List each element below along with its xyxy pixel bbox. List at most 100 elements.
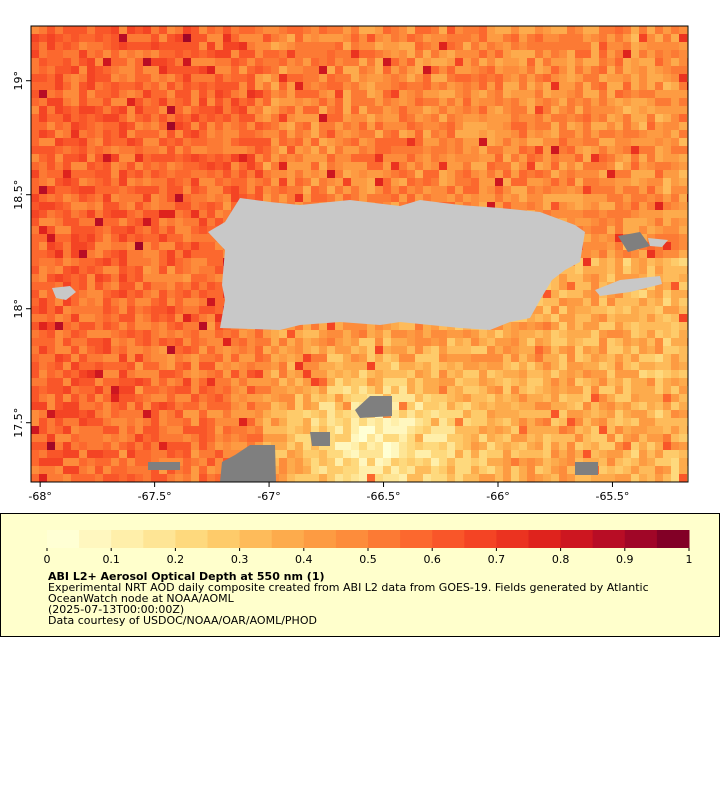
raster-cell xyxy=(183,466,191,474)
raster-cell xyxy=(471,442,479,450)
raster-cell xyxy=(575,378,583,386)
raster-cell xyxy=(663,234,671,242)
raster-cell xyxy=(415,402,423,410)
raster-cell xyxy=(335,82,343,90)
raster-cell xyxy=(463,74,471,82)
raster-cell xyxy=(407,330,415,338)
raster-cell xyxy=(303,410,311,418)
raster-cell xyxy=(383,474,391,482)
raster-cell xyxy=(303,346,311,354)
raster-cell xyxy=(39,138,47,146)
raster-cell xyxy=(551,66,559,74)
raster-cell xyxy=(607,226,615,234)
raster-cell xyxy=(375,170,383,178)
raster-cell xyxy=(375,106,383,114)
raster-cell xyxy=(303,442,311,450)
raster-cell xyxy=(135,50,143,58)
raster-cell xyxy=(191,50,199,58)
raster-cell xyxy=(151,202,159,210)
raster-cell xyxy=(647,418,655,426)
raster-cell xyxy=(247,98,255,106)
raster-cell xyxy=(199,226,207,234)
legend-line: OceanWatch node at NOAA/AOML xyxy=(48,592,235,605)
raster-cell xyxy=(303,34,311,42)
raster-cell xyxy=(535,474,543,482)
raster-cell xyxy=(367,122,375,130)
raster-cell xyxy=(391,466,399,474)
raster-cell xyxy=(183,66,191,74)
raster-cell xyxy=(487,466,495,474)
raster-cell xyxy=(215,194,223,202)
y-tick-label: 18° xyxy=(12,299,25,319)
raster-cell xyxy=(679,42,687,50)
raster-cell xyxy=(223,450,231,458)
raster-cell xyxy=(367,58,375,66)
raster-cell xyxy=(391,130,399,138)
raster-cell xyxy=(647,178,655,186)
raster-cell xyxy=(143,434,151,442)
raster-cell xyxy=(399,154,407,162)
raster-cell xyxy=(607,434,615,442)
raster-cell xyxy=(167,66,175,74)
raster-cell xyxy=(303,194,311,202)
raster-cell xyxy=(271,146,279,154)
raster-cell xyxy=(407,82,415,90)
raster-cell xyxy=(55,154,63,162)
raster-cell xyxy=(263,418,271,426)
raster-cell xyxy=(39,442,47,450)
raster-cell xyxy=(63,474,71,482)
raster-cell xyxy=(55,410,63,418)
raster-cell xyxy=(431,442,439,450)
raster-cell xyxy=(71,138,79,146)
raster-cell xyxy=(215,58,223,66)
raster-cell xyxy=(311,146,319,154)
raster-cell xyxy=(319,466,327,474)
raster-cell xyxy=(607,442,615,450)
raster-cell xyxy=(199,242,207,250)
raster-cell xyxy=(151,322,159,330)
raster-cell xyxy=(495,154,503,162)
raster-cell xyxy=(303,370,311,378)
raster-cell xyxy=(663,474,671,482)
raster-cell xyxy=(191,210,199,218)
raster-cell xyxy=(415,338,423,346)
raster-cell xyxy=(327,162,335,170)
raster-cell xyxy=(535,146,543,154)
raster-cell xyxy=(647,138,655,146)
raster-cell xyxy=(135,218,143,226)
raster-cell xyxy=(503,322,511,330)
raster-cell xyxy=(663,418,671,426)
raster-cell xyxy=(135,362,143,370)
raster-cell xyxy=(399,82,407,90)
raster-cell xyxy=(71,282,79,290)
raster-cell xyxy=(239,426,247,434)
raster-cell xyxy=(95,154,103,162)
raster-cell xyxy=(311,194,319,202)
raster-cell xyxy=(191,314,199,322)
raster-cell xyxy=(615,74,623,82)
raster-cell xyxy=(87,162,95,170)
raster-cell xyxy=(591,162,599,170)
raster-cell xyxy=(263,362,271,370)
raster-cell xyxy=(535,42,543,50)
colorbar-swatch xyxy=(592,530,626,548)
raster-cell xyxy=(191,170,199,178)
raster-cell xyxy=(207,434,215,442)
raster-cell xyxy=(343,146,351,154)
raster-cell xyxy=(535,82,543,90)
raster-cell xyxy=(143,250,151,258)
raster-cell xyxy=(447,42,455,50)
raster-cell xyxy=(39,234,47,242)
raster-cell xyxy=(559,450,567,458)
raster-cell xyxy=(567,202,575,210)
raster-cell xyxy=(295,178,303,186)
raster-cell xyxy=(287,442,295,450)
raster-cell xyxy=(111,322,119,330)
raster-cell xyxy=(383,186,391,194)
raster-cell xyxy=(135,170,143,178)
raster-cell xyxy=(119,306,127,314)
raster-cell xyxy=(559,130,567,138)
raster-cell xyxy=(591,34,599,42)
raster-cell xyxy=(607,146,615,154)
raster-cell xyxy=(415,474,423,482)
